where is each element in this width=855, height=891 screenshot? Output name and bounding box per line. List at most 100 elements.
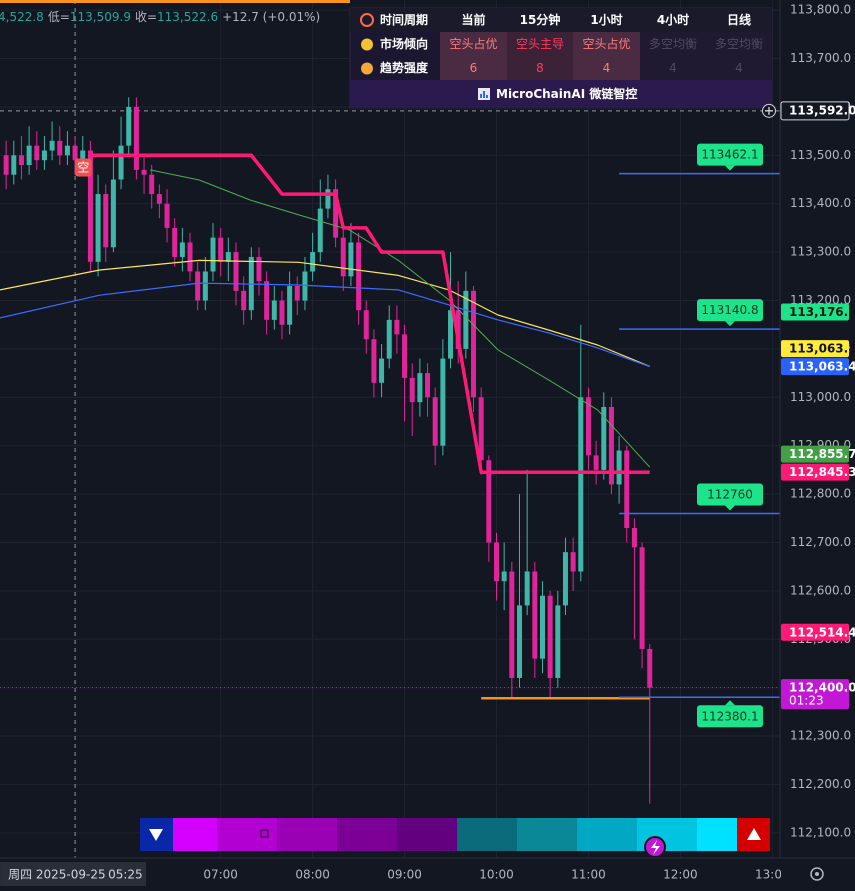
strip-cell bbox=[277, 818, 337, 851]
candle-body bbox=[310, 252, 316, 272]
panel-cell-bg bbox=[507, 56, 573, 80]
candle-body bbox=[425, 373, 431, 398]
panel-cell-bg bbox=[706, 32, 772, 56]
candle-body bbox=[379, 358, 385, 383]
candle-body bbox=[3, 155, 9, 175]
candle-body bbox=[440, 358, 446, 446]
panel-header-cell: 当前 bbox=[461, 12, 485, 27]
candle-body bbox=[478, 397, 484, 461]
candle-body bbox=[494, 542, 500, 582]
candle-body bbox=[172, 227, 178, 257]
candle-body bbox=[463, 290, 469, 349]
y-tick-label: 112,800.0 bbox=[790, 487, 851, 501]
y-tick-label: 113,000.0 bbox=[790, 390, 851, 404]
candle-body bbox=[179, 242, 185, 257]
signal-label: 空 bbox=[77, 160, 89, 174]
y-tick-label: 113,300.0 bbox=[790, 245, 851, 259]
down-arrow bbox=[149, 829, 163, 841]
legend-part: 4,522.8 bbox=[0, 10, 44, 24]
price-tag bbox=[781, 679, 849, 710]
y-tick-label: 113,400.0 bbox=[790, 196, 851, 210]
ohlc-legend: 4,522.8 低=113,509.9 收=113,522.6 +12.7 (+0.0… bbox=[0, 10, 320, 24]
tab-highlight bbox=[0, 0, 350, 3]
candle-body bbox=[118, 145, 124, 180]
candle-body bbox=[218, 237, 224, 262]
level-pointer bbox=[725, 700, 735, 706]
panel-header bbox=[350, 8, 772, 32]
level-pointer bbox=[725, 505, 735, 511]
candle-body bbox=[302, 271, 308, 301]
x-tick-label: 10:00 bbox=[479, 868, 514, 882]
level-pointer bbox=[725, 321, 735, 327]
panel-cell: 4 bbox=[669, 61, 677, 75]
panel-cell: 多空均衡 bbox=[715, 37, 763, 51]
settings-icon-dot bbox=[815, 872, 819, 876]
candle-body bbox=[64, 145, 70, 156]
settings-icon[interactable] bbox=[810, 867, 824, 881]
legend-part: 低= bbox=[48, 10, 70, 24]
candle-body bbox=[279, 300, 285, 325]
candle-body bbox=[80, 150, 86, 161]
y-tick-label: 112,200.0 bbox=[790, 777, 851, 791]
candle-body bbox=[509, 571, 515, 678]
indicator-line bbox=[90, 153, 650, 474]
candle-body bbox=[164, 203, 170, 228]
price-tag-label: 112,400.0 bbox=[789, 681, 855, 695]
candle-body bbox=[11, 155, 17, 175]
panel-cell-bg bbox=[507, 32, 573, 56]
strip-cell bbox=[337, 818, 397, 851]
level-label: 113140.8 bbox=[701, 303, 758, 317]
candle-body bbox=[264, 281, 270, 320]
panel-cell: 多空均衡 bbox=[649, 37, 697, 51]
panel-icon bbox=[361, 38, 373, 51]
indicator-line bbox=[0, 282, 650, 368]
level-box bbox=[697, 143, 763, 166]
candle-body bbox=[455, 310, 461, 349]
price-axis: 113,800.0113,700.0113,600.0113,500.0113,… bbox=[779, 0, 855, 858]
candle-body bbox=[386, 319, 392, 359]
candle-body bbox=[41, 150, 47, 161]
panel-header-cell: 4小时 bbox=[657, 12, 689, 27]
legend-part: +12.7 (+0.01%) bbox=[222, 10, 320, 24]
crosshair-tag-label: 113,592.0 bbox=[789, 103, 855, 117]
panel-cell: 空头占优 bbox=[582, 36, 630, 51]
candle-body bbox=[126, 106, 132, 146]
x-tick-label: 07:00 bbox=[203, 868, 238, 882]
candle-body bbox=[149, 174, 155, 195]
level-box bbox=[697, 705, 763, 728]
y-tick-label: 113,800.0 bbox=[790, 3, 851, 17]
candle-body bbox=[409, 377, 415, 403]
strip-marker bbox=[260, 829, 269, 838]
x-tick-label: 12:00 bbox=[663, 868, 698, 882]
panel-cell: 6 bbox=[470, 61, 478, 75]
panel-cell: 4 bbox=[735, 61, 743, 75]
y-tick-label: 113,200.0 bbox=[790, 293, 851, 307]
price-tag-label: 112,514.4 bbox=[789, 625, 855, 639]
crosshair-time-box bbox=[0, 862, 147, 886]
candle-body bbox=[501, 571, 507, 582]
candle-body bbox=[95, 194, 101, 262]
candle-body bbox=[317, 208, 323, 253]
candle-body bbox=[555, 605, 561, 678]
candle-body bbox=[187, 242, 193, 272]
legend-part: 113,509.9 bbox=[70, 10, 131, 24]
price-tag bbox=[781, 623, 849, 641]
candle-body bbox=[371, 339, 377, 383]
candle-body bbox=[539, 595, 545, 659]
panel-cell-bg bbox=[573, 32, 640, 56]
candle-body bbox=[547, 595, 553, 678]
panel-icon bbox=[360, 13, 374, 27]
strip-cell bbox=[217, 818, 277, 851]
candle-body bbox=[448, 310, 454, 359]
candle-body bbox=[394, 319, 400, 335]
panel-cell: 4 bbox=[603, 61, 611, 75]
panel-cell-bg bbox=[573, 56, 640, 80]
add-alert-plus bbox=[765, 106, 773, 115]
x-tick-label: 13:00 bbox=[755, 868, 790, 882]
level-box bbox=[697, 483, 763, 506]
price-tag-label: 113,063.8 bbox=[789, 342, 855, 356]
candle-body bbox=[624, 450, 630, 528]
crosshair-time: 05:25 bbox=[108, 868, 143, 882]
